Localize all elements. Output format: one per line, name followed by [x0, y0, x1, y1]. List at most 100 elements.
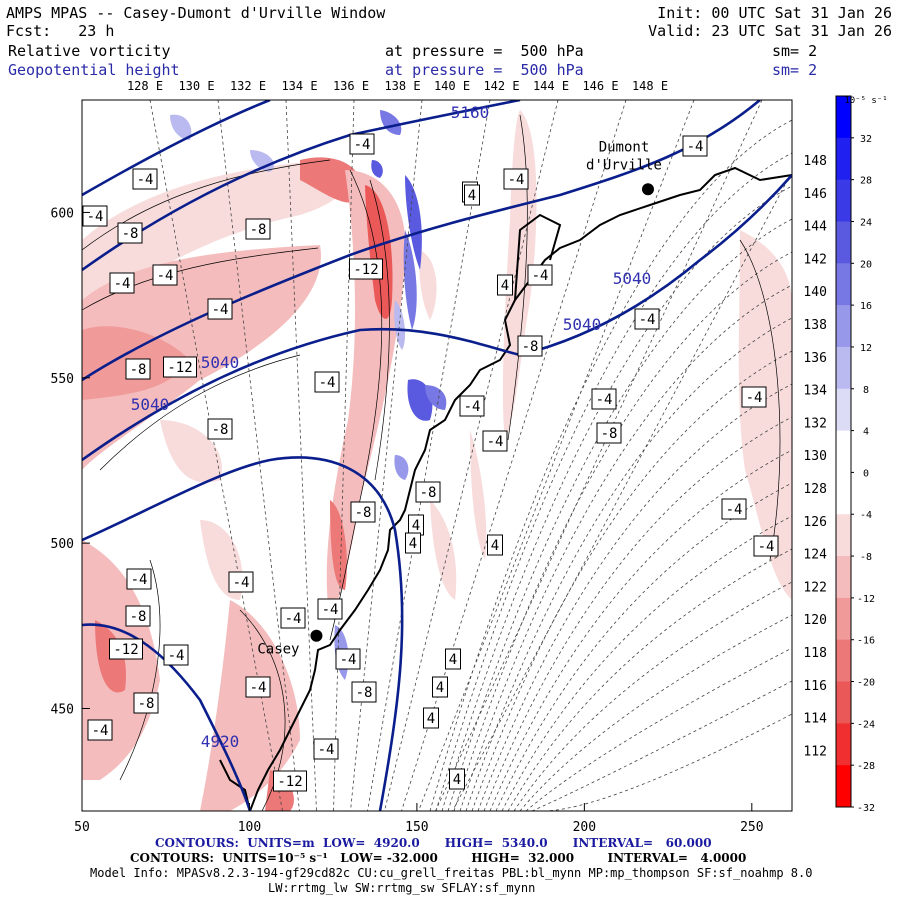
vorticity-label: 4 — [464, 184, 480, 206]
vorticity-label: -12 — [273, 770, 307, 792]
y-axis-tick-label: 600 — [51, 206, 74, 221]
latitude-gridline — [429, 119, 792, 811]
vorticity-label-box — [721, 498, 747, 520]
vorticity-label-box — [423, 707, 439, 729]
vorticity-label-box — [109, 272, 135, 294]
vorticity-label-text: -4 — [168, 648, 185, 664]
latitude-gridline — [465, 317, 792, 811]
model-info-physics: LW:rrtmg_lw SW:rrtmg_sw SFLAY:sf_mynn — [268, 881, 536, 895]
colorbar-tick-label: 8 — [863, 385, 869, 396]
colorbar-swatch — [836, 430, 851, 473]
vorticity-label: -4 — [87, 719, 113, 741]
field1-smoothing: sm= 2 — [772, 42, 818, 60]
height-contour — [82, 100, 271, 197]
vorticity-negative-area — [365, 185, 393, 319]
vorticity-label: 4 — [497, 274, 513, 296]
vorticity-label-text: -12 — [167, 360, 192, 376]
vorticity-label: -12 — [109, 638, 143, 660]
vorticity-label: -4 — [313, 738, 339, 760]
vorticity-label-text: -4 — [285, 611, 302, 627]
vorticity-label: -4 — [152, 264, 178, 286]
vorticity-label-box — [273, 770, 307, 792]
vorticity-label-text: -4 — [322, 602, 339, 618]
field1-name: Relative vorticity — [8, 42, 171, 60]
vorticity-label-box — [350, 501, 376, 523]
vorticity-label: -8 — [133, 692, 159, 714]
right-edge-longitude-label: 148 E — [803, 154, 842, 169]
vorticity-label-box — [117, 222, 143, 244]
right-edge-longitude-label: 124 E — [803, 548, 842, 563]
right-edge-longitude-label: 140 E — [803, 285, 842, 300]
vorticity-label-box — [335, 648, 361, 670]
vorticity-label: -4 — [527, 264, 553, 286]
vorticity-positive-area — [394, 300, 406, 350]
vorticity-label-text: -4 — [319, 375, 336, 391]
vorticity-label: -4 — [245, 676, 271, 698]
vorticity-label-text: -8 — [601, 426, 618, 442]
field2-name: Geopotential height — [8, 61, 180, 79]
vorticity-negative-area — [300, 157, 362, 203]
vorticity-label-box — [317, 598, 343, 620]
colorbar-tick-label: -16 — [857, 636, 875, 647]
vorticity-negative-area — [82, 160, 347, 320]
colorbar-tick-label: -4 — [860, 510, 872, 521]
vorticity-label: -8 — [125, 605, 151, 627]
colorbar-swatch — [836, 556, 851, 599]
longitude-label: 134 E — [281, 79, 317, 93]
valid-time: Valid: 23 UTC Sat 31 Jan 26 — [648, 22, 892, 40]
vorticity-label-text: 4 — [501, 278, 509, 294]
right-edge-longitude-label: 114 E — [803, 712, 842, 727]
vorticity-label: -8 — [596, 422, 622, 444]
field2-smoothing: sm= 2 — [772, 61, 818, 79]
vorticity-label-box — [753, 535, 779, 557]
height-contour-label: 5040 — [563, 315, 602, 334]
init-time: Init: 00 UTC Sat 31 Jan 26 — [657, 4, 892, 22]
longitude-label: 144 E — [533, 79, 569, 93]
vorticity-label-box — [497, 274, 513, 296]
vorticity-label-text: -8 — [138, 696, 155, 712]
vorticity-label-text: -4 — [687, 139, 704, 155]
vorticity-label-box — [517, 335, 543, 357]
vorticity-label: -4 — [503, 168, 529, 190]
colorbar-tick-label: -8 — [860, 552, 872, 563]
x-axis-tick-label: 150 — [405, 820, 428, 835]
colorbar-swatch — [836, 179, 851, 222]
vorticity-contour — [99, 354, 301, 471]
vorticity-contour — [507, 114, 528, 441]
vorticity-label-text: -8 — [212, 422, 229, 438]
vorticity-label-text: -4 — [758, 539, 775, 555]
vorticity-label: -12 — [163, 356, 197, 378]
height-contour-info: CONTOURS: UNITS=m LOW= 4920.0 HIGH= 5340… — [155, 836, 712, 850]
vorticity-label: 4 — [487, 534, 503, 556]
vorticity-label: -8 — [517, 335, 543, 357]
right-edge-longitude-label: 138 E — [803, 318, 842, 333]
vorticity-label-box — [245, 218, 271, 240]
right-edge-longitude-label: 142 E — [803, 252, 842, 267]
vorticity-positive-area — [170, 114, 192, 140]
vorticity-positive-area — [405, 175, 422, 270]
latitude-gridline — [435, 152, 792, 811]
vorticity-label-box — [125, 605, 151, 627]
vorticity-label-box — [163, 644, 189, 666]
vorticity-label-text: -4 — [464, 399, 481, 415]
vorticity-label-box — [125, 358, 151, 380]
station-marker — [310, 629, 323, 642]
right-edge-longitude-label: 130 E — [803, 449, 842, 464]
vorticity-label-box — [503, 168, 529, 190]
vorticity-label: -4 — [721, 498, 747, 520]
longitude-gridline — [285, 100, 317, 811]
latitude-gridline — [489, 449, 792, 811]
vorticity-label-text: -4 — [137, 172, 154, 188]
vorticity-label-box — [87, 719, 113, 741]
vorticity-label: -8 — [245, 218, 271, 240]
model-info: Model Info: MPASv8.2.3-194-gf29cd82c CU:… — [90, 866, 813, 880]
vorticity-label: -4 — [741, 386, 767, 408]
colorbar-swatch — [836, 221, 851, 264]
vorticity-label-box — [459, 395, 485, 417]
vorticity-contour — [329, 169, 383, 641]
vorticity-label: -4 — [682, 135, 708, 157]
colorbar-tick-label: -24 — [857, 719, 875, 730]
vorticity-label: -4 — [482, 430, 508, 452]
vorticity-label-box — [351, 681, 377, 703]
longitude-gridline — [384, 100, 559, 811]
